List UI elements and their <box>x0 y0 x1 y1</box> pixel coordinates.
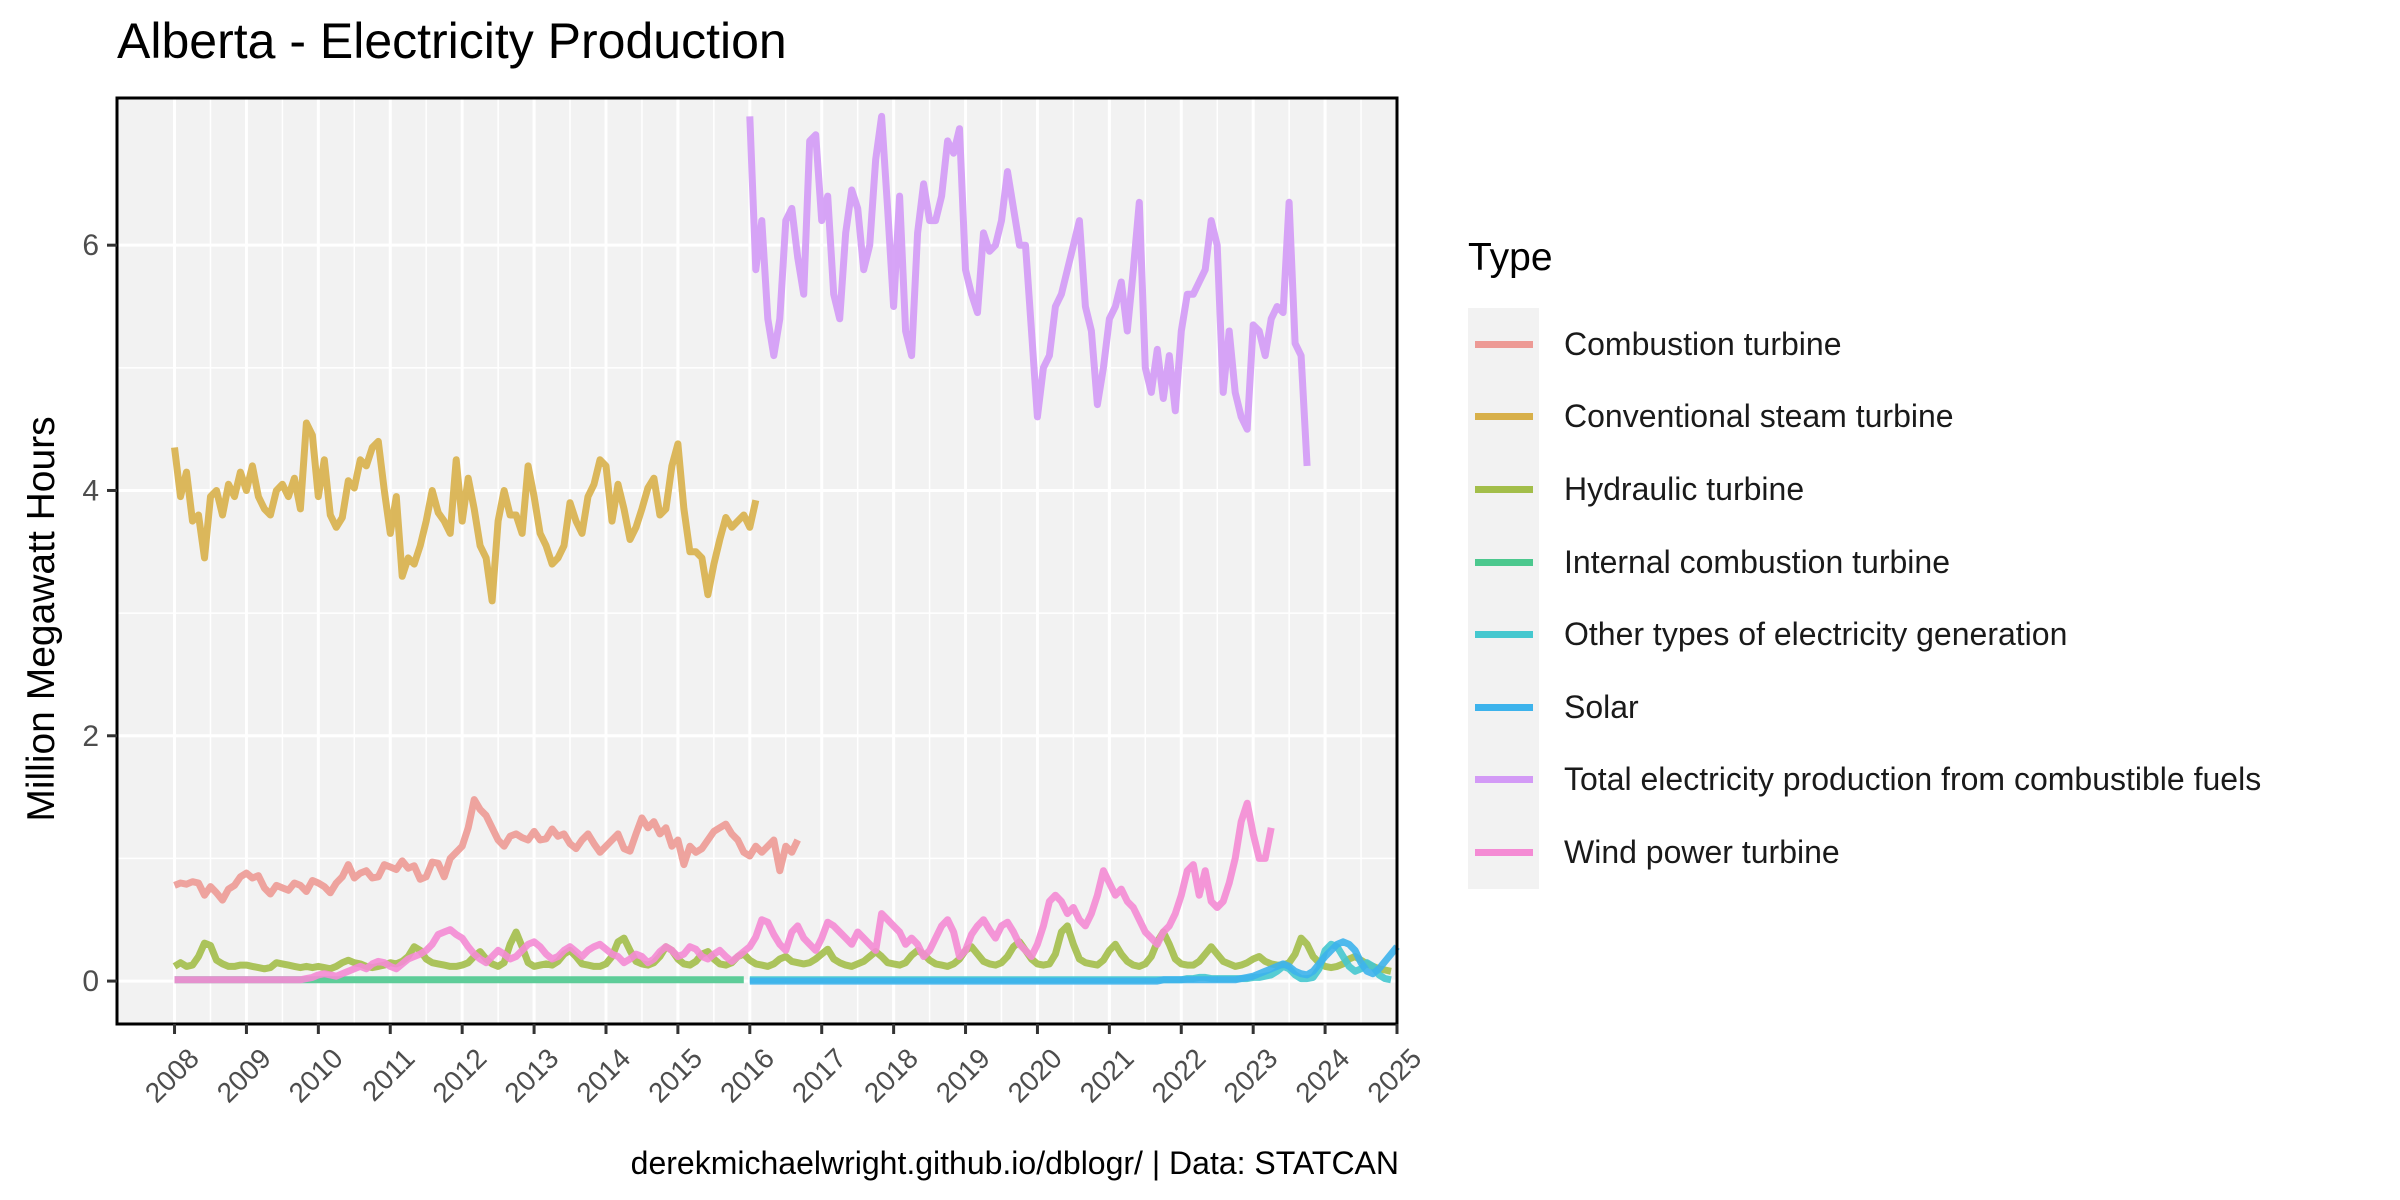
legend-key <box>1468 380 1539 454</box>
x-tick-label: 2011 <box>356 1042 421 1107</box>
legend-label: Other types of electricity generation <box>1564 616 2068 653</box>
legend-swatch <box>1474 631 1533 639</box>
legend-swatch <box>1474 413 1533 421</box>
legend-label: Solar <box>1564 688 1639 725</box>
series-line-1 <box>171 419 760 605</box>
legend-item: Hydraulic turbine <box>1468 453 2261 526</box>
y-tick-label: 0 <box>82 965 99 998</box>
legend-label: Internal combustion turbine <box>1564 543 1950 580</box>
x-tick-label: 2023 <box>1218 1042 1284 1108</box>
legend-key <box>1468 816 1539 889</box>
series-layer <box>171 112 1400 985</box>
legend-item: Wind power turbine <box>1468 816 2261 889</box>
legend-key <box>1468 453 1539 526</box>
y-tick-label: 6 <box>82 229 99 262</box>
panel-border <box>115 96 1399 1026</box>
x-tick-label: 2020 <box>1002 1042 1068 1108</box>
y-tick-label: 4 <box>82 474 99 507</box>
legend-item: Internal combustion turbine <box>1468 525 2261 599</box>
legend-key <box>1468 525 1539 599</box>
x-tick-label: 2008 <box>139 1042 205 1108</box>
legend-item: Solar <box>1468 670 2261 744</box>
y-tick-label: 2 <box>82 720 99 753</box>
legend-swatch <box>1474 703 1533 711</box>
legend: Type Combustion turbine Conventional stea… <box>1468 236 2261 889</box>
x-tick-label: 2018 <box>858 1042 924 1108</box>
x-tick-label: 2015 <box>642 1042 708 1108</box>
series-line-6 <box>746 112 1311 467</box>
x-tick-label: 2025 <box>1361 1042 1427 1108</box>
x-tick-label: 2017 <box>786 1042 852 1108</box>
legend-item: Total electricity production from combus… <box>1468 743 2262 817</box>
legend-swatch <box>1474 485 1533 493</box>
x-tick-label: 2022 <box>1146 1042 1212 1108</box>
x-tick-label: 2009 <box>211 1042 277 1108</box>
legend-swatch <box>1474 340 1533 348</box>
x-tick-label: 2021 <box>1074 1042 1140 1108</box>
x-tick-label: 2016 <box>714 1042 780 1108</box>
legend-swatch <box>1474 776 1533 784</box>
y-axis-title: Million Megawatt Hours <box>20 416 63 822</box>
legend-swatch <box>1474 558 1533 566</box>
chart-title: Alberta - Electricity Production <box>117 13 787 69</box>
legend-key <box>1468 308 1539 381</box>
legend-label: Hydraulic turbine <box>1564 470 1805 507</box>
legend-label: Conventional steam turbine <box>1564 398 1954 435</box>
x-tick-label: 2012 <box>427 1042 493 1108</box>
x-tick-label: 2013 <box>498 1042 564 1108</box>
x-tick-label: 2014 <box>570 1042 636 1108</box>
series-line-5 <box>749 938 1400 985</box>
legend-key <box>1468 670 1539 744</box>
legend-item: Combustion turbine <box>1468 308 2261 381</box>
x-tick-label: 2010 <box>283 1042 349 1108</box>
x-tick-label: 2024 <box>1290 1042 1356 1108</box>
legend-item: Conventional steam turbine <box>1468 380 2261 454</box>
legend-keys: Combustion turbine Conventional steam tur… <box>1468 308 2261 889</box>
legend-label: Combustion turbine <box>1564 325 1842 362</box>
series-line-2 <box>172 922 1392 975</box>
legend-swatch <box>1474 848 1533 856</box>
series-line-0 <box>173 796 801 904</box>
legend-title: Type <box>1468 236 1553 279</box>
legend-item: Other types of electricity generation <box>1468 598 2261 671</box>
legend-label: Total electricity production from combus… <box>1564 761 2262 798</box>
legend-key <box>1468 598 1539 671</box>
legend-label: Wind power turbine <box>1564 833 1840 870</box>
x-tick-label: 2019 <box>930 1042 996 1108</box>
chart-caption: derekmichaelwright.github.io/dblogr/ | D… <box>630 1145 1399 1181</box>
series-line-7 <box>174 799 1275 984</box>
legend-key <box>1468 743 1539 817</box>
